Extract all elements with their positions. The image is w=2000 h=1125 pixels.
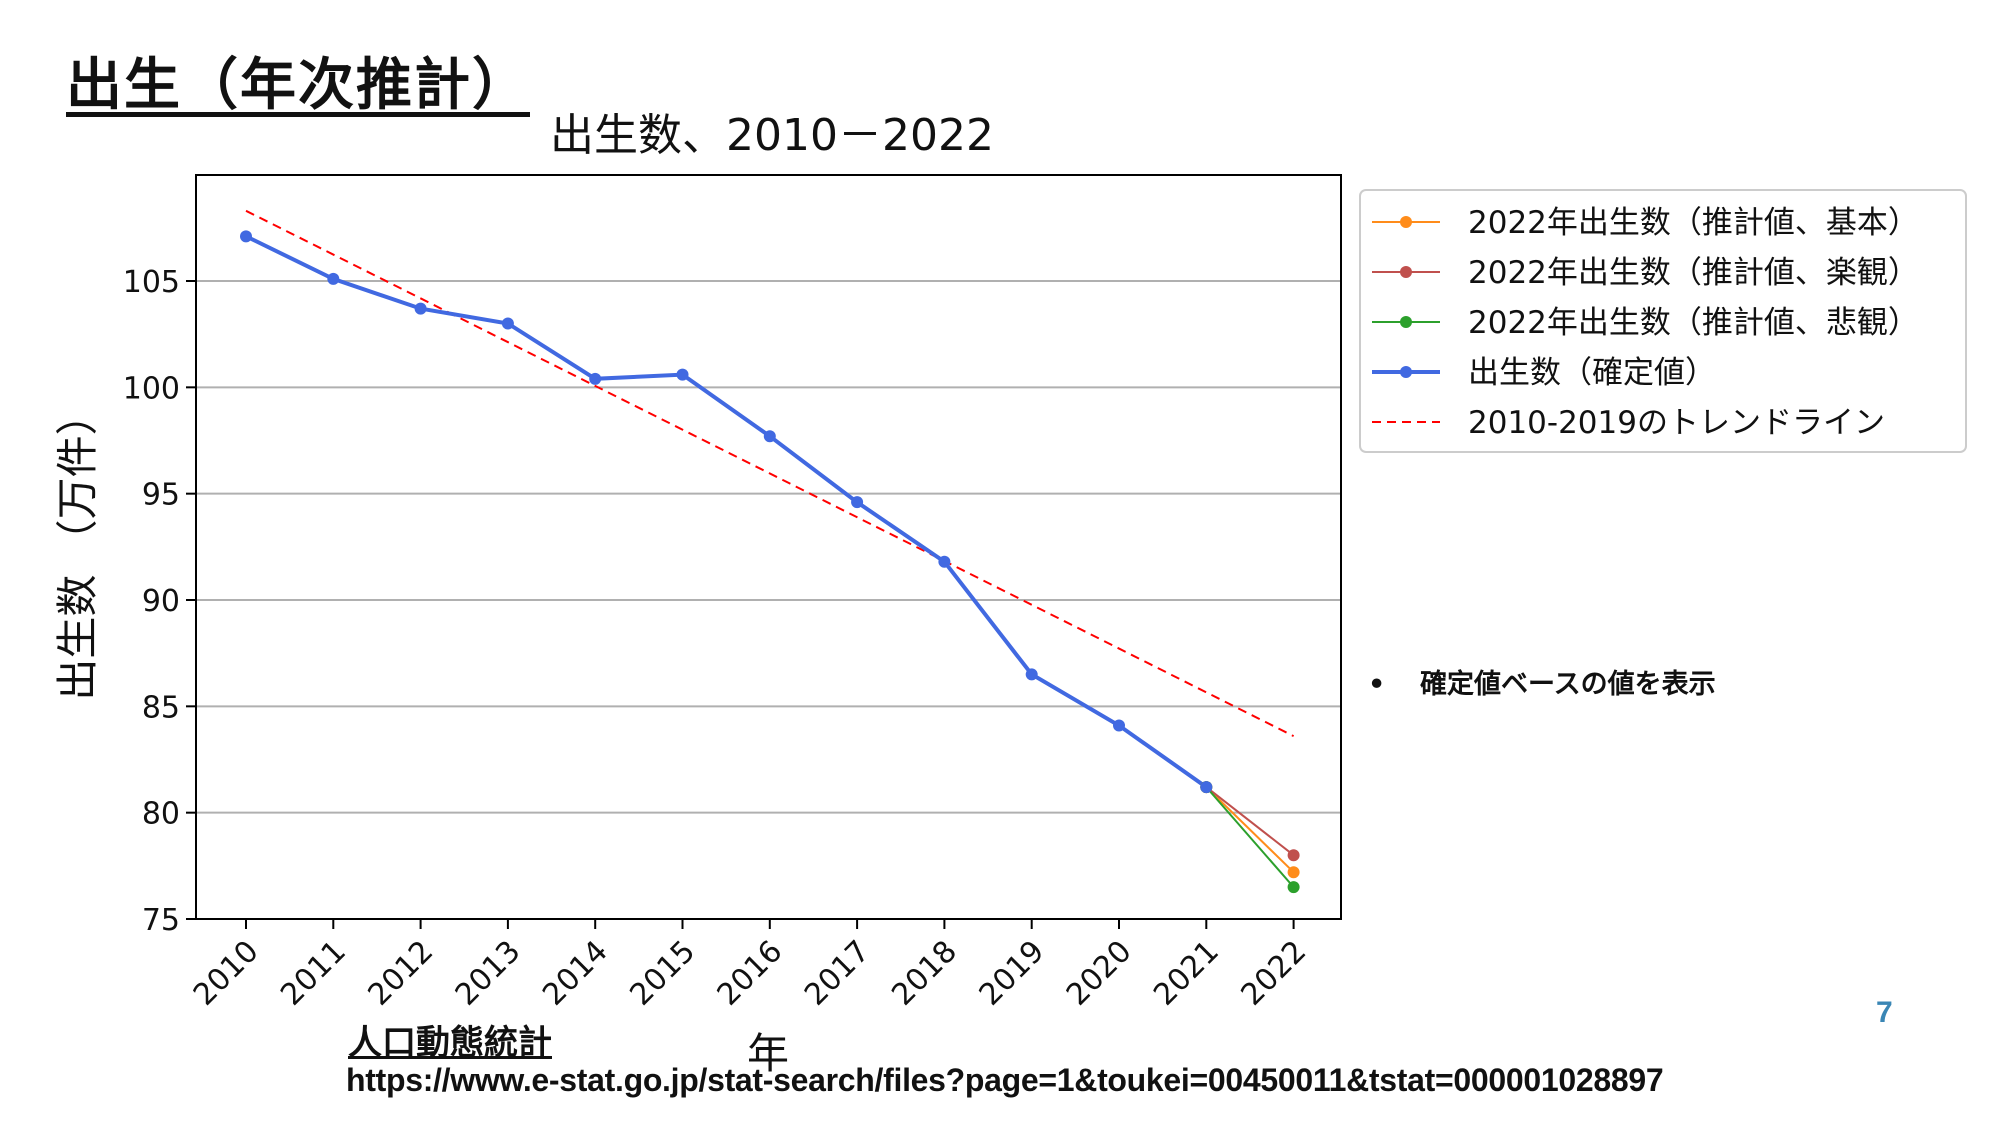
- bullet-text: 確定値ベースの値を表示: [1420, 669, 1716, 700]
- page-number: 7: [1876, 996, 1893, 1029]
- x-tick-label: 2021: [1147, 934, 1226, 1013]
- y-tick-label: 80: [142, 797, 180, 832]
- y-tick-label: 90: [142, 584, 180, 619]
- source-title: 人口動態統計: [348, 1023, 552, 1063]
- plot-area-frame: [195, 174, 1342, 920]
- x-tick-label: 2012: [362, 934, 441, 1013]
- data-point: [327, 272, 340, 285]
- legend-swatch-marker: [1400, 216, 1412, 228]
- x-tick-label: 2020: [1060, 934, 1139, 1013]
- data-point: [501, 317, 514, 330]
- data-point: [1025, 668, 1038, 681]
- legend-label: 2022年出生数（推計値、楽観）: [1468, 255, 1919, 291]
- legend-label: 2022年出生数（推計値、基本）: [1468, 205, 1919, 241]
- legend-swatch-marker: [1400, 266, 1412, 278]
- legend-label: 2010-2019のトレンドライン: [1468, 405, 1885, 441]
- grid-lines: [196, 280, 1341, 920]
- y-tick-label: 95: [142, 478, 180, 513]
- data-point: [1287, 866, 1300, 879]
- x-axis-label: 年: [747, 1029, 789, 1078]
- series-line: [245, 209, 1295, 737]
- legend-swatch-marker: [1400, 316, 1412, 328]
- source-url[interactable]: https://www.e-stat.go.jp/stat-search/fil…: [346, 1062, 1664, 1098]
- x-tick-label: 2011: [274, 934, 353, 1013]
- x-tick-label: 2017: [798, 934, 877, 1013]
- data-point: [1287, 881, 1300, 894]
- data-point: [676, 368, 689, 381]
- legend-label: 出生数（確定値）: [1468, 355, 1716, 391]
- legend-label: 2022年出生数（推計値、悲観）: [1468, 305, 1919, 341]
- series-points: [240, 230, 1300, 894]
- y-tick-label: 75: [142, 903, 180, 938]
- x-tick-label: 2022: [1235, 934, 1314, 1013]
- x-tick-label: 2013: [449, 934, 528, 1013]
- x-tick-label: 2010: [187, 934, 266, 1013]
- x-tick-label: 2015: [623, 934, 702, 1013]
- data-point: [589, 372, 602, 385]
- x-tick-label: 2016: [711, 934, 790, 1013]
- data-point: [414, 302, 427, 315]
- y-tick-label: 100: [123, 371, 180, 406]
- bullet-note: • 確定値ベースの値を表示: [1368, 669, 1716, 700]
- series-line: [1205, 786, 1295, 888]
- legend-box: [1359, 189, 1967, 453]
- series-line: [245, 234, 1208, 789]
- chart-title: 出生数、2010－2022: [550, 110, 994, 161]
- y-tick-label: 105: [123, 265, 180, 300]
- data-point: [763, 430, 776, 443]
- series-lines: [245, 209, 1295, 888]
- y-axis-ticks: 75 80 85 90 95 100 105: [123, 265, 196, 938]
- data-point: [938, 555, 951, 568]
- data-point: [851, 496, 864, 509]
- legend-swatch-marker: [1400, 366, 1412, 378]
- data-point: [240, 230, 252, 243]
- data-point: [1287, 849, 1300, 862]
- slide-title: 出生（年次推計）: [66, 53, 530, 118]
- y-axis-label: 出生数 （万件）: [53, 393, 102, 700]
- data-point: [1113, 719, 1125, 732]
- x-tick-label: 2018: [885, 934, 964, 1013]
- legend: 2022年出生数（推計値、基本） 2022年出生数（推計値、楽観） 2022年出生数…: [1359, 189, 1967, 453]
- data-point: [1200, 781, 1213, 794]
- series-line: [1205, 786, 1295, 873]
- x-tick-label: 2019: [973, 934, 1052, 1013]
- x-axis-ticks: 2010 2011 2012 2013 2014 2015 2016 2017 2018 2019…: [187, 919, 1313, 1013]
- y-tick-label: 85: [142, 690, 180, 725]
- series-line: [1205, 786, 1295, 856]
- x-tick-label: 2014: [536, 934, 615, 1013]
